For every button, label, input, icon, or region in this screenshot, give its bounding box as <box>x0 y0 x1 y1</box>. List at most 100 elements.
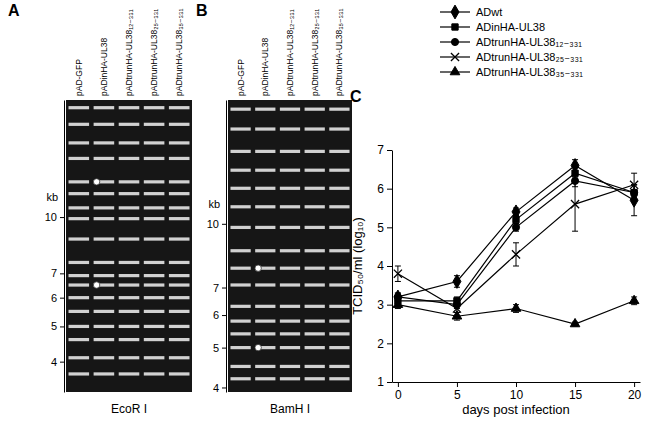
gel-band <box>169 206 190 209</box>
gel-band <box>280 169 300 172</box>
gel-band <box>69 310 90 313</box>
gel-band <box>69 192 90 195</box>
line-panel: C051015201234567days post infectionTCID₅… <box>350 5 642 417</box>
tick-label: 3 <box>377 298 384 312</box>
gel-band <box>94 274 115 277</box>
series-marker <box>629 295 639 303</box>
gel-band <box>305 249 325 252</box>
error-bar-cap <box>631 173 637 174</box>
gel-band <box>169 356 190 359</box>
gel-band <box>69 237 90 240</box>
band-marker <box>93 179 99 185</box>
gel-title: BamH I <box>270 402 310 416</box>
tick-label: 4 <box>377 259 384 273</box>
legend-entry: ADtrunHA-UL38₃₅₋₃₃₁ <box>440 66 583 78</box>
gel-band <box>94 372 115 375</box>
gel-band <box>169 237 190 240</box>
gel-band <box>119 283 140 286</box>
gel-band <box>255 305 275 308</box>
band-marker <box>255 265 261 271</box>
gel-band <box>69 180 90 183</box>
gel-band <box>329 346 349 349</box>
gel-band <box>94 192 115 195</box>
gel-band <box>255 226 275 229</box>
tick-mark <box>387 305 392 306</box>
gel-band <box>305 346 325 349</box>
tick-label: 5 <box>377 221 384 235</box>
axis-line <box>226 101 227 393</box>
gel-band <box>280 249 300 252</box>
error-bar-cap <box>395 281 401 282</box>
gel-band <box>280 346 300 349</box>
lane-label: pADtrunHA-UL38₁₂₋₃₃₁ <box>124 9 134 96</box>
error-bar-cap <box>395 266 401 267</box>
axis: 05101520 <box>393 382 642 402</box>
gel-band <box>169 192 190 195</box>
gel-lanes <box>69 106 190 375</box>
tick: 20 <box>628 382 642 402</box>
gel-band <box>280 127 300 130</box>
tick-mark <box>387 150 392 151</box>
gel-band <box>69 157 90 160</box>
gel-band <box>329 365 349 368</box>
gel-band <box>305 226 325 229</box>
lane-label: pAD-GFP <box>74 59 84 96</box>
gel-band <box>305 108 325 111</box>
gel-band <box>69 356 90 359</box>
gel-band <box>329 108 349 111</box>
lane-label: pADtrunHA-UL38₃₅₋₃₃₁ <box>174 9 184 96</box>
tick: 5 <box>377 221 392 235</box>
gel-band <box>329 320 349 323</box>
gel-band <box>329 169 349 172</box>
tick-label: 20 <box>628 388 642 402</box>
tick-label: 7 <box>213 282 219 294</box>
gel-band <box>255 205 275 208</box>
gel-band <box>230 365 250 368</box>
gel-band <box>69 106 90 109</box>
gel-band <box>329 332 349 335</box>
gel-band <box>169 157 190 160</box>
gel-band <box>94 206 115 209</box>
tick-label: 5 <box>454 388 461 402</box>
gel-band <box>69 338 90 341</box>
gel-band <box>69 141 90 144</box>
gel-band <box>69 274 90 277</box>
gel-band <box>305 305 325 308</box>
series-marker <box>453 275 461 289</box>
series-line <box>398 181 634 305</box>
gel-band <box>280 226 300 229</box>
gel-band <box>329 187 349 190</box>
tick: 5 <box>213 342 226 354</box>
error-bar-cap <box>572 167 578 168</box>
gel-band <box>119 356 140 359</box>
tick-mark <box>60 326 64 327</box>
band-marker <box>255 344 261 350</box>
gel-band <box>94 261 115 264</box>
tick: 6 <box>51 292 64 304</box>
series-marker <box>630 181 638 189</box>
tick-label: 7 <box>51 267 57 279</box>
error-bar-cap <box>454 304 460 305</box>
error-bar-cap <box>631 304 637 305</box>
tick: 10 <box>45 211 64 223</box>
gel-band <box>230 283 250 286</box>
gel-background <box>66 100 192 392</box>
error-bar-cap <box>572 231 578 232</box>
gel-band <box>144 237 165 240</box>
series-marker <box>512 250 520 258</box>
series-line <box>398 173 634 301</box>
tick: 0 <box>395 382 402 402</box>
gel-band <box>119 338 140 341</box>
tick-label: 10 <box>45 211 57 223</box>
error-bar-cap <box>513 242 519 243</box>
gel-band <box>94 237 115 240</box>
axis-title: kb <box>46 191 58 203</box>
gel-band <box>94 106 115 109</box>
series-marker <box>513 216 519 222</box>
tick-mark <box>457 382 458 387</box>
gel-band <box>280 377 300 380</box>
gel-band <box>119 372 140 375</box>
axis-title: kb <box>208 198 220 210</box>
axis: 107654 <box>207 101 227 394</box>
tick: 6 <box>377 182 392 196</box>
